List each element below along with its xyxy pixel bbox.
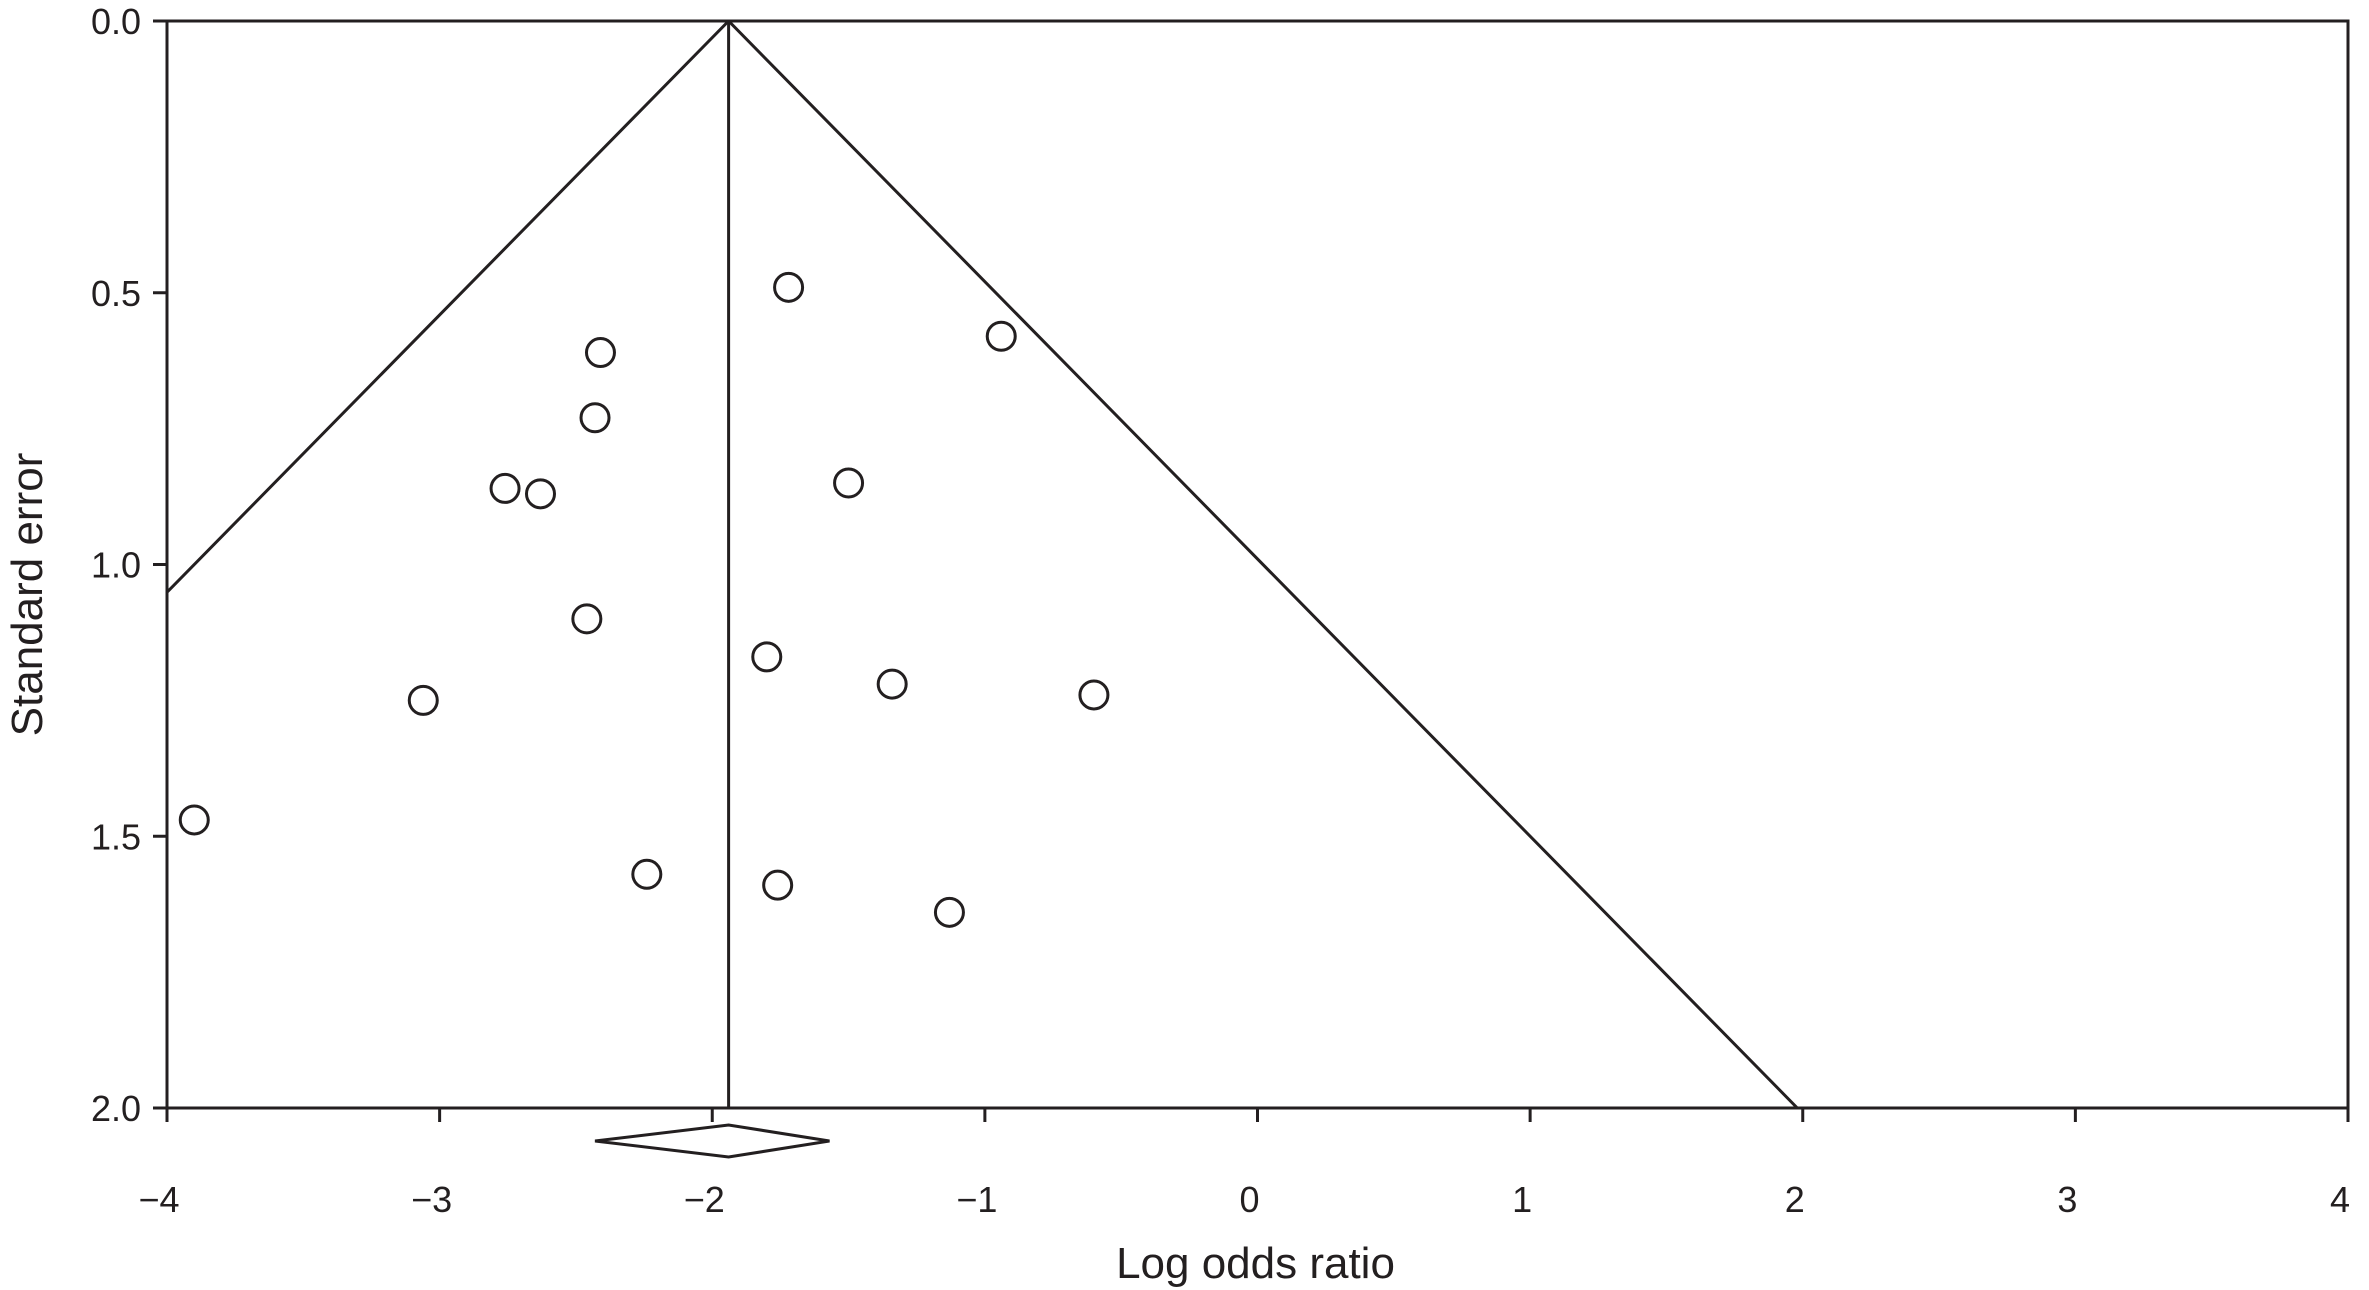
y-tick-label: 0.5 [91, 273, 141, 314]
y-tick-label: 2.0 [91, 1088, 141, 1129]
study-point [584, 337, 616, 369]
x-tick-label: −4 [138, 1179, 179, 1220]
study-point [1078, 679, 1110, 711]
funnel-right-limit [727, 21, 1799, 1108]
x-axis-title: Log odds ratio [1116, 1239, 1395, 1288]
funnel-lines [167, 21, 1799, 1108]
study-point [762, 869, 794, 901]
study-point [773, 271, 805, 303]
study-point [833, 467, 865, 499]
x-tick-label: −3 [411, 1179, 452, 1220]
x-tick-label: 0 [1239, 1179, 1259, 1220]
study-point [985, 320, 1017, 352]
study-point [407, 684, 439, 716]
study-point [751, 641, 783, 673]
study-point [489, 472, 521, 504]
x-tick-label: 3 [2057, 1179, 2077, 1220]
y-axis-title: Standard error [3, 453, 52, 737]
funnel-left-limit [167, 21, 730, 595]
y-tick-label: 0.0 [91, 1, 141, 42]
x-tick-label: 2 [1785, 1179, 1805, 1220]
study-point [178, 804, 210, 836]
study-point [933, 896, 965, 928]
y-tick-label: 1.5 [91, 816, 141, 857]
x-tick-label: −2 [684, 1179, 725, 1220]
summary-diamond [594, 1123, 830, 1159]
study-point [579, 402, 611, 434]
x-tick-label: −1 [956, 1179, 997, 1220]
data-points [178, 271, 1110, 928]
study-point [631, 858, 663, 890]
y-axis: 0.0 0.5 1.0 1.5 2.0 [91, 1, 167, 1129]
x-tick-label: 1 [1512, 1179, 1532, 1220]
plot-area-border [165, 19, 2350, 1110]
study-point [571, 603, 603, 635]
x-tick-label: 4 [2330, 1179, 2350, 1220]
study-point [524, 478, 556, 510]
summary-diamond-group [594, 1123, 830, 1159]
y-tick-label: 1.0 [91, 545, 141, 586]
study-point [876, 668, 908, 700]
x-axis: −4 −3 −2 −1 0 1 2 3 4 [138, 1108, 2350, 1220]
